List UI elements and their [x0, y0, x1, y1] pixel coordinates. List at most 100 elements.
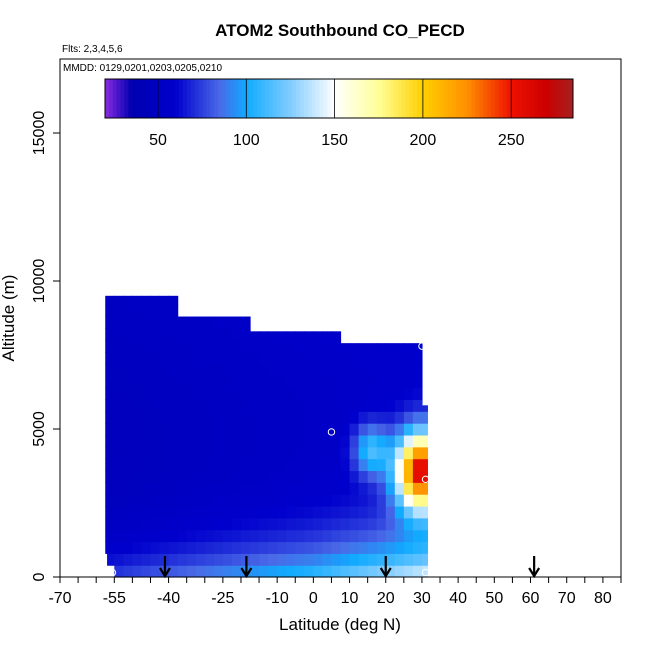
heatmap-cell	[177, 352, 188, 365]
flight-marker	[421, 475, 430, 484]
heatmap-cell	[105, 517, 115, 531]
heatmap-cell	[150, 541, 161, 554]
colorbar-swatch	[557, 79, 562, 118]
colorbar-swatch	[385, 79, 391, 118]
colorbar-swatch	[409, 79, 414, 118]
heatmap-cell	[412, 375, 423, 389]
heatmap-cell	[349, 529, 360, 543]
heatmap-cell	[286, 553, 296, 566]
heatmap-cell	[123, 423, 133, 436]
heatmap-cell	[105, 541, 115, 554]
heatmap-cell	[268, 470, 278, 483]
heatmap-cell	[240, 529, 251, 543]
heatmap-cell	[304, 470, 314, 483]
heatmap-cell	[286, 340, 296, 353]
heatmap-cell	[222, 423, 233, 436]
heatmap-cell	[105, 446, 115, 460]
colorbar-swatch	[202, 79, 207, 118]
heatmap-cell	[222, 316, 233, 329]
heatmap-cell	[186, 529, 197, 543]
heatmap-cell	[412, 399, 423, 412]
heatmap-cell	[123, 529, 133, 543]
heatmap-cell	[286, 423, 296, 436]
heatmap-cell	[304, 331, 314, 341]
heatmap-cell	[385, 482, 396, 495]
heatmap-cell	[105, 411, 115, 424]
heatmap-cell	[376, 541, 387, 554]
heatmap-cell	[159, 363, 170, 377]
heatmap-cell	[168, 470, 179, 483]
heatmap-cell	[204, 387, 215, 400]
heatmap-cell	[222, 482, 233, 495]
heatmap-cell	[150, 375, 161, 389]
heatmap-cell	[412, 517, 423, 531]
colorbar-swatch	[311, 79, 317, 118]
colorbar-swatch	[264, 79, 270, 118]
heatmap-cell	[107, 553, 115, 566]
heatmap-cell	[268, 553, 278, 566]
heatmap-cell	[159, 411, 170, 424]
heatmap-cell	[313, 375, 323, 389]
heatmap-cell	[331, 458, 342, 472]
colorbar-swatch	[292, 79, 297, 118]
heatmap-cell	[213, 482, 224, 495]
heatmap-cell	[376, 352, 387, 365]
heatmap-cell	[331, 494, 342, 507]
heatmap-cell	[105, 529, 115, 543]
heatmap-cell	[412, 482, 423, 495]
heatmap-cell	[132, 411, 143, 424]
heatmap-cell	[213, 387, 224, 400]
heatmap-cell	[141, 470, 152, 483]
heatmap-cell	[295, 399, 305, 412]
heatmap-cell	[186, 375, 197, 389]
colorbar-tick-label: 250	[498, 132, 525, 149]
colorbar-swatch	[553, 79, 558, 118]
heatmap-cell	[186, 517, 197, 531]
heatmap-cell	[114, 387, 124, 400]
heatmap-cell	[168, 304, 179, 318]
colorbar-swatch	[370, 79, 375, 118]
heatmap-cell	[132, 363, 143, 377]
heatmap-cell	[412, 387, 423, 400]
heatmap-cell	[195, 541, 206, 554]
heatmap-cell	[295, 434, 305, 448]
heatmap-cell	[195, 363, 206, 377]
heatmap-cell	[277, 458, 287, 472]
colorbar-swatch	[463, 79, 469, 118]
heatmap-cell	[394, 494, 405, 507]
heatmap-cell	[322, 399, 333, 412]
heatmap-cell	[213, 446, 224, 460]
heatmap-cell	[114, 423, 124, 436]
heatmap-cell	[159, 316, 170, 329]
heatmap-cell	[349, 494, 360, 507]
heatmap-cell	[231, 316, 242, 329]
heatmap-cell	[313, 529, 323, 543]
heatmap-cell	[141, 482, 152, 495]
colorbar-swatch	[147, 79, 153, 118]
heatmap-cell	[141, 375, 152, 389]
heatmap-cell	[340, 482, 351, 495]
heatmap-cell	[367, 363, 378, 377]
colorbar-tick-label: 100	[233, 132, 260, 149]
heatmap-cell	[421, 458, 428, 472]
heatmap-cell	[168, 541, 179, 554]
heatmap-cell	[168, 553, 179, 566]
heatmap-cell	[295, 375, 305, 389]
colorbar-swatch	[108, 79, 114, 118]
colorbar-swatch	[467, 79, 473, 118]
heatmap-cell	[376, 434, 387, 448]
heatmap-cell	[150, 505, 161, 519]
heatmap-cell	[403, 423, 414, 436]
heatmap-cell	[376, 399, 387, 412]
heatmap-cell	[240, 316, 251, 329]
heatmap-cell	[250, 517, 260, 531]
heatmap-cell	[114, 411, 124, 424]
colorbar-swatch	[389, 79, 395, 118]
heatmap-cell	[123, 295, 133, 306]
heatmap-cell	[105, 304, 115, 318]
heatmap-cell	[177, 565, 188, 578]
heatmap-cell	[340, 352, 351, 365]
heatmap-cell	[132, 328, 143, 341]
heatmap-cell	[123, 399, 133, 412]
heatmap-cell	[304, 458, 314, 472]
